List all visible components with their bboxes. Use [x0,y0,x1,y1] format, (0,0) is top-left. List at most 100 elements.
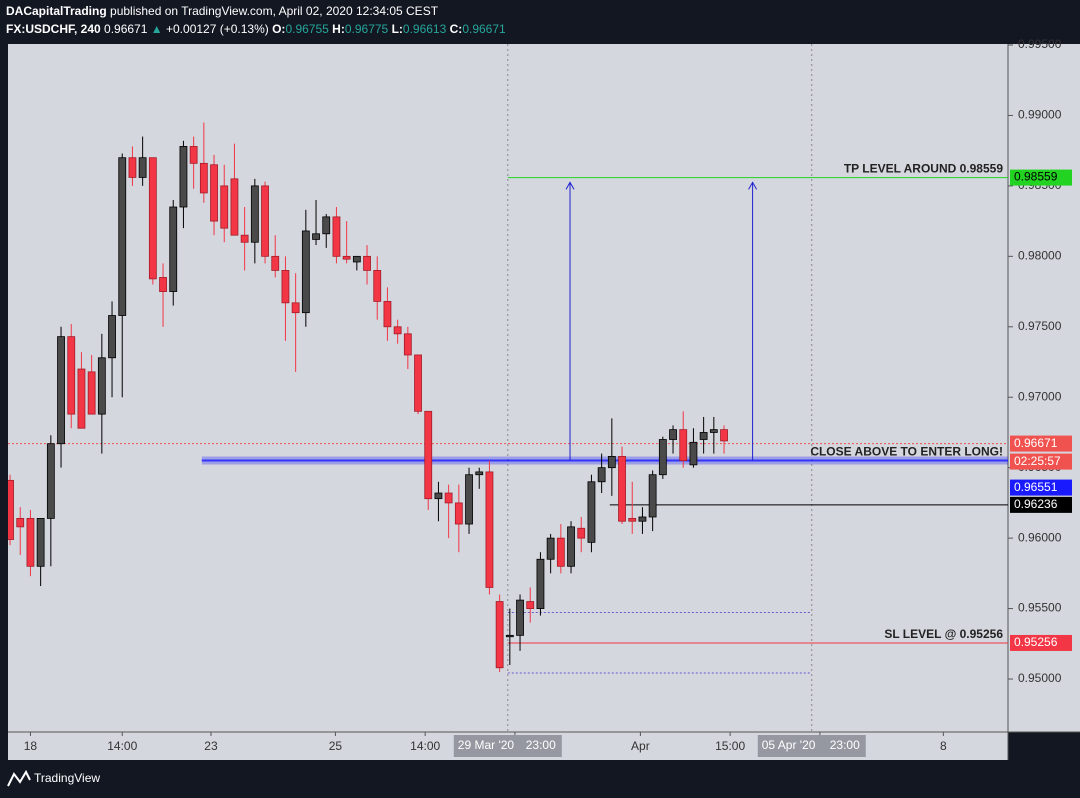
candle-body [373,270,382,302]
candle-body [505,634,514,638]
candle-body [291,302,300,314]
x-tick-label: 8 [940,739,947,753]
candle-body [516,599,524,636]
price-label: 0.95256 [1014,635,1058,649]
open: 0.96755 [285,22,329,36]
date-box [453,735,562,757]
price-label: 0.96551 [1014,480,1058,494]
level-annotation: CLOSE ABOVE TO ENTER LONG! [810,445,1003,459]
candle-body [679,429,688,462]
x-tick-label: 15:00 [715,739,745,753]
y-tick-label: 0.95500 [1018,601,1062,615]
candle-body [128,157,137,178]
candle-body [179,146,188,208]
high: 0.96775 [345,22,389,36]
candle-body [709,429,718,433]
x-tick-label: 18 [24,739,38,753]
candle-body [546,537,555,560]
level-annotation: SL LEVEL @ 0.95256 [884,627,1003,641]
x-tick-label: Apr [631,739,650,753]
plot-area [8,44,1008,732]
candle-body [465,474,473,525]
candle-body [271,255,280,271]
candle-body [97,357,106,415]
x-tick-label: 25 [329,739,343,753]
candle-body [567,526,575,567]
candle-body [199,162,208,194]
candle-body [689,441,698,466]
candle-body [669,429,677,440]
candle-body [495,601,504,669]
candle-body [77,368,86,429]
footer-brand: TradingView [34,771,100,785]
candle-body [261,185,269,257]
candle-body [301,230,310,314]
candle-body [240,234,249,243]
range-date: 29 Mar '20 [458,738,515,752]
symbol: FX:USDCHF, 240 [6,22,101,36]
date-box [757,735,866,757]
candle-body [587,481,596,543]
candle-body [434,492,443,500]
c-label: C: [450,22,463,36]
level-annotation: TP LEVEL AROUND 0.98559 [844,162,1003,176]
price-label-box [1010,169,1072,186]
candle-body [189,146,198,164]
candle-body [577,527,586,539]
ohlc-line: FX:USDCHF, 240 0.96671 ▲ +0.00127 (+0.13… [6,22,506,36]
l-label: L: [392,22,403,36]
candle-body [138,157,147,178]
candle-body [414,354,422,412]
logo: TradingView [7,769,100,787]
countdown: 02:25:57 [1014,454,1061,468]
candle-body [281,270,290,304]
price-label: 0.96236 [1014,497,1058,511]
candle-body [363,255,371,271]
range-time: 23:00 [526,738,556,752]
candle-body [46,443,55,519]
candle-body [485,471,494,588]
close: 0.96671 [462,22,506,36]
price-label: 0.98559 [1014,170,1058,184]
x-tick-label: 14:00 [410,739,440,753]
y-tick-label: 0.97000 [1018,389,1062,403]
price-label-box [1010,496,1072,513]
y-tick-label: 0.97500 [1018,319,1062,333]
candle-body [536,558,545,609]
arrow: ▲ [151,22,163,36]
candle-body [475,471,484,476]
low: 0.96613 [403,22,447,36]
candle-body [403,333,412,356]
candle-body [108,315,116,359]
candle-body [352,255,361,263]
candle-body [332,216,341,257]
arrow-head [565,181,575,190]
x-tick-label: 14:00 [107,739,137,753]
candle-body [444,492,453,504]
candle-body [57,336,65,445]
candle-body [210,164,218,222]
candle-body [393,326,402,335]
candle-body [556,537,565,567]
candle-body [618,456,626,522]
candle-body [648,474,657,518]
candle-body [67,336,76,415]
range-time: 23:00 [830,738,860,752]
price-axis [1008,44,1080,732]
y-tick-label: 0.99000 [1018,108,1062,122]
y-tick-label: 0.99500 [1018,37,1062,51]
candle-body [16,518,25,528]
header-line: DACapitalTrading published on TradingVie… [6,4,439,18]
candle-body [607,456,616,469]
candle-body [148,157,157,280]
candle-body [720,429,728,442]
candle-body [322,216,331,235]
author: DACapitalTrading [6,4,107,18]
price-label-box [1010,634,1072,651]
y-tick-label: 0.96000 [1018,530,1062,544]
candle-body [658,439,667,476]
candle-body [230,178,239,236]
range-date: 05 Apr '20 [762,738,816,752]
candle-body [26,518,35,567]
